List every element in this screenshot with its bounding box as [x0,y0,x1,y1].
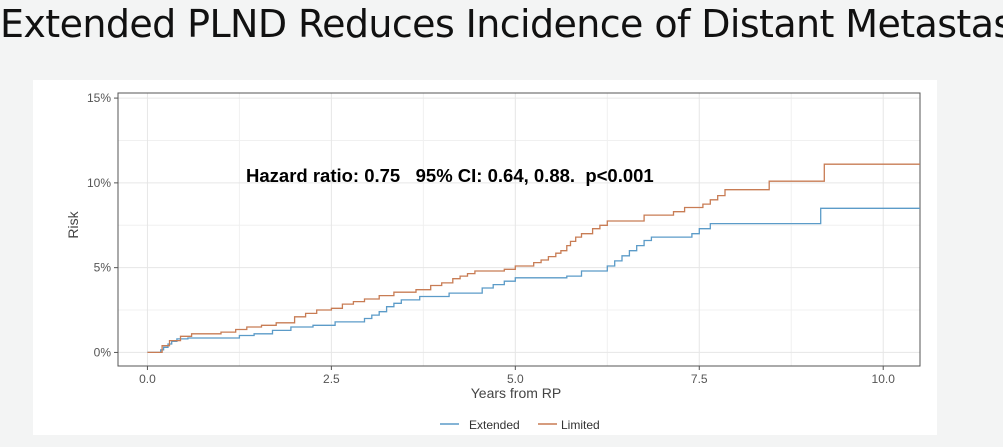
y-axis-title: Risk [65,210,81,238]
hazard-ratio-annotation: Hazard ratio: 0.75 95% CI: 0.64, 0.88. p… [246,165,654,186]
y-tick-label: 0% [94,345,112,359]
x-tick-label: 2.5 [323,372,340,386]
series-line-limited [147,163,920,354]
legend: Extended Limited [440,418,600,432]
slide-title: Extended PLND Reduces Incidence of Dista… [0,2,1003,46]
series-line-extended [147,207,920,354]
series-lines [147,163,920,354]
minor-gridlines [118,93,920,366]
km-risk-chart: 0.0 2.5 5.0 7.5 10.0 0% 5% 10% 15% Hazard ratio:… [65,91,921,432]
legend-label-limited: Limited [561,418,600,432]
y-tick-label: 10% [87,176,111,190]
plot-border [117,92,921,367]
major-gridlines [118,93,920,366]
legend-label-extended: Extended [469,418,520,432]
axis-ticks: 0.0 2.5 5.0 7.5 10.0 0% 5% 10% 15% [87,91,895,386]
chart-panel: 0.0 2.5 5.0 7.5 10.0 0% 5% 10% 15% Hazard ratio:… [33,80,937,435]
y-tick-label: 15% [87,91,111,105]
x-tick-label: 7.5 [691,372,708,386]
x-tick-label: 10.0 [872,372,896,386]
x-tick-label: 5.0 [507,372,524,386]
x-axis-title: Years from RP [471,385,562,401]
y-tick-label: 5% [94,261,112,275]
x-tick-label: 0.0 [139,372,156,386]
